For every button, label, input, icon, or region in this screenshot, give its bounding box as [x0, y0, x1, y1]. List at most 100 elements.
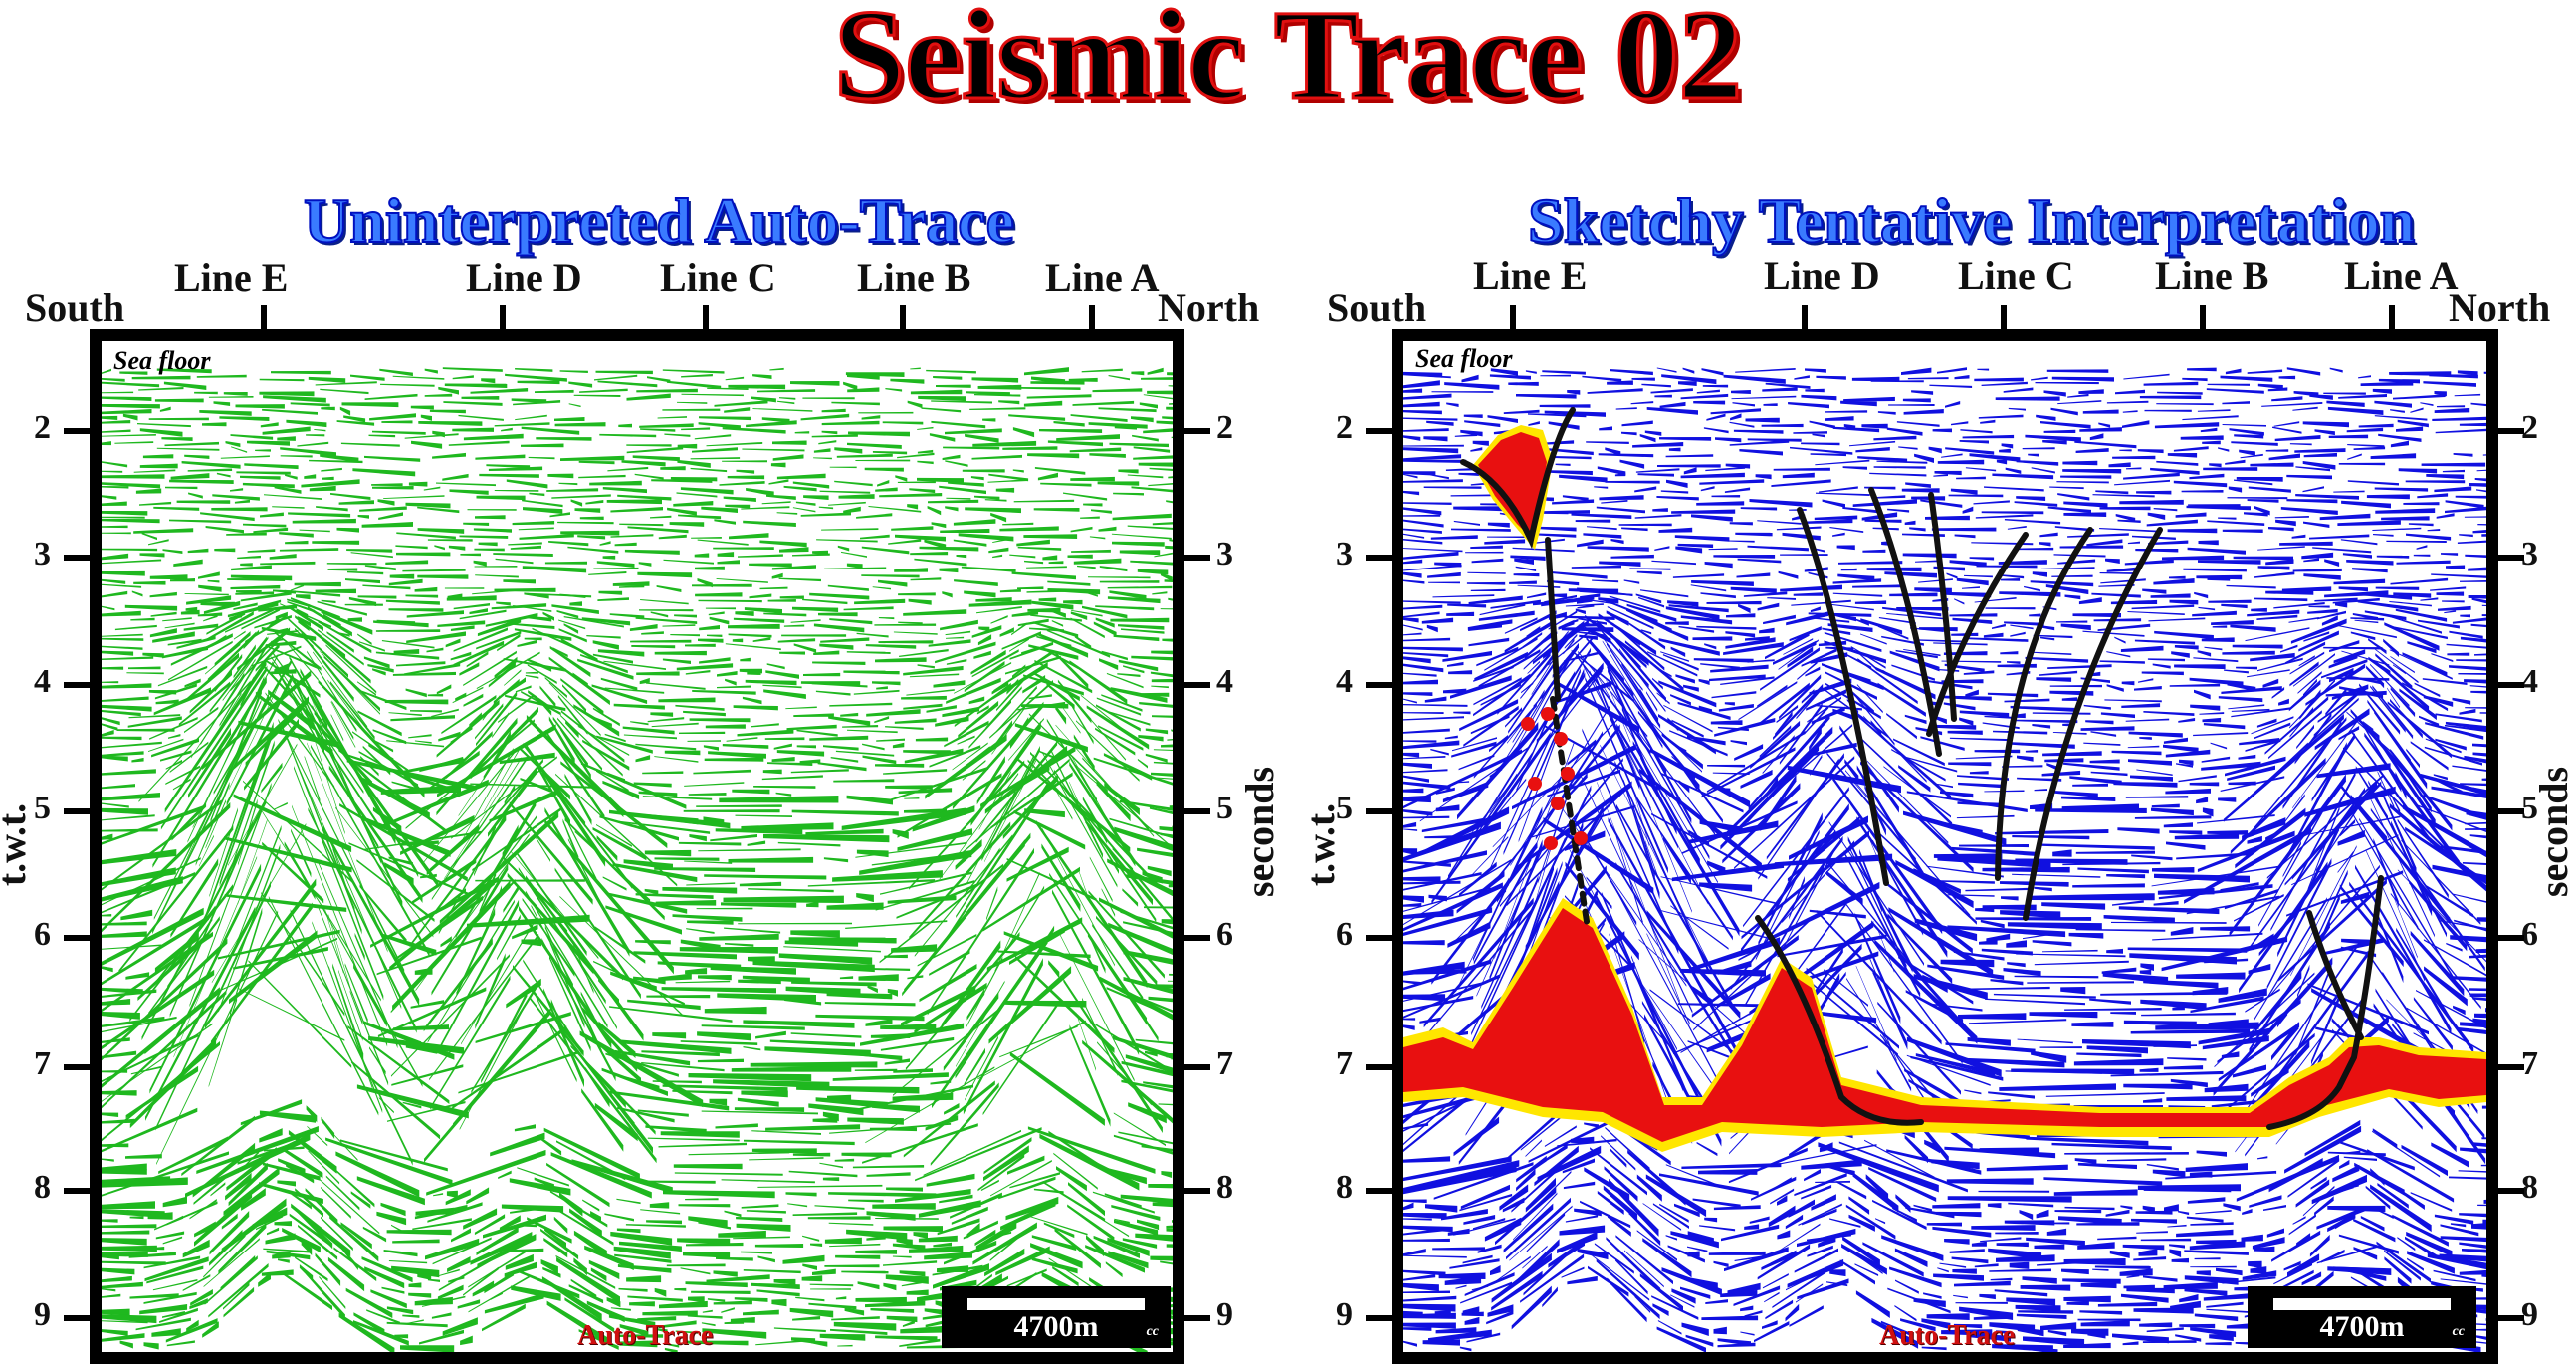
auto-trace-label-left: Auto-Trace — [577, 1320, 714, 1351]
seconds-axis-label-right: seconds — [2531, 766, 2576, 898]
line-tick-mark — [2389, 305, 2395, 329]
time-tick-mark — [1184, 555, 1210, 561]
main-title: Seismic Trace 02 — [832, 0, 1743, 127]
time-tick-label: 9 — [1216, 1296, 1233, 1333]
line-c-label-left: Line C — [660, 255, 776, 300]
seismic-section-uninterpreted: Sea floor 4700m cc Auto-Trace — [90, 329, 1184, 1364]
line-tick-mark — [1802, 305, 1808, 329]
time-tick-label: 5 — [1216, 790, 1233, 826]
time-tick-mark — [2498, 808, 2524, 814]
time-tick-label: 6 — [1336, 916, 1353, 953]
time-tick-label: 9 — [34, 1296, 51, 1333]
time-tick-label: 3 — [1336, 536, 1353, 572]
time-tick-label: 8 — [34, 1169, 51, 1206]
interpretation-overlay — [1403, 407, 2486, 1152]
time-tick-label: 8 — [1216, 1169, 1233, 1206]
time-tick-label: 4 — [2521, 663, 2538, 700]
time-tick-label: 4 — [1336, 663, 1353, 700]
line-b-label-right: Line B — [2155, 253, 2269, 298]
time-tick-mark — [64, 1064, 90, 1070]
line-tick-mark — [900, 305, 906, 329]
time-tick-label: 5 — [2521, 790, 2538, 826]
time-tick-mark — [64, 682, 90, 688]
seismic-section-interpreted: Sea floor 4700m cc Auto-Trace — [1392, 329, 2498, 1364]
reflector-canvas-right — [1403, 367, 2486, 1352]
time-tick-label: 9 — [2521, 1296, 2538, 1333]
time-tick-mark — [1184, 1188, 1210, 1194]
scale-bar-left: 4700m cc — [942, 1286, 1171, 1348]
line-d-label-right: Line D — [1764, 253, 1880, 298]
time-tick-label: 9 — [1336, 1296, 1353, 1333]
time-tick-mark — [2498, 682, 2524, 688]
time-tick-label: 7 — [1216, 1045, 1233, 1082]
north-label-right: North — [2449, 285, 2551, 330]
time-tick-mark — [2498, 555, 2524, 561]
time-tick-mark — [1366, 1064, 1392, 1070]
scale-bar-text: 4700m — [1013, 1310, 1099, 1343]
line-tick-mark — [2001, 305, 2007, 329]
time-tick-label: 8 — [1336, 1169, 1353, 1206]
time-tick-mark — [1366, 1315, 1392, 1321]
scale-bar-text: 4700m — [2319, 1310, 2405, 1343]
line-tick-mark — [2200, 305, 2206, 329]
line-b-label-left: Line B — [857, 255, 971, 300]
time-tick-mark — [1366, 682, 1392, 688]
line-a-label-left: Line A — [1045, 255, 1160, 300]
time-tick-mark — [64, 555, 90, 561]
scale-bar-right: 4700m cc — [2248, 1286, 2476, 1348]
line-e-label-left: Line E — [174, 255, 289, 300]
line-d-label-left: Line D — [466, 255, 582, 300]
line-c-label-right: Line C — [1958, 253, 2074, 298]
line-tick-mark — [261, 305, 267, 329]
line-tick-mark — [1089, 305, 1095, 329]
time-tick-label: 3 — [2521, 536, 2538, 572]
time-tick-label: 6 — [1216, 916, 1233, 953]
time-tick-label: 5 — [34, 790, 51, 826]
line-e-label-right: Line E — [1473, 253, 1588, 298]
panel-title-right: Sketchy Tentative Interpretation — [1527, 184, 2416, 257]
cc-mark: cc — [2452, 1324, 2465, 1339]
time-tick-label: 3 — [34, 536, 51, 572]
time-tick-mark — [2498, 1315, 2524, 1321]
time-tick-label: 2 — [34, 409, 51, 446]
time-tick-mark — [1184, 808, 1210, 814]
time-tick-mark — [1366, 935, 1392, 941]
panel-title-left: Uninterpreted Auto-Trace — [303, 184, 1015, 257]
time-tick-label: 6 — [2521, 916, 2538, 953]
time-tick-label: 4 — [34, 663, 51, 700]
time-tick-mark — [2498, 1188, 2524, 1194]
time-tick-mark — [64, 808, 90, 814]
cc-mark: cc — [1146, 1324, 1159, 1339]
time-tick-mark — [64, 1188, 90, 1194]
time-tick-mark — [64, 428, 90, 434]
time-tick-mark — [2498, 428, 2524, 434]
scale-bar-line — [2273, 1298, 2451, 1310]
line-tick-mark — [500, 305, 506, 329]
time-tick-mark — [1184, 682, 1210, 688]
time-tick-label: 2 — [2521, 409, 2538, 446]
north-label-left: North — [1158, 285, 1260, 330]
time-tick-mark — [1184, 1315, 1210, 1321]
time-tick-mark — [1184, 935, 1210, 941]
time-tick-label: 2 — [1216, 409, 1233, 446]
line-tick-mark — [1510, 305, 1516, 329]
reflector-canvas-left — [102, 367, 1173, 1352]
sea-floor-label-left: Sea floor — [113, 346, 211, 375]
time-tick-mark — [64, 1315, 90, 1321]
time-tick-mark — [1184, 428, 1210, 434]
time-tick-mark — [1366, 555, 1392, 561]
time-tick-mark — [1366, 428, 1392, 434]
auto-trace-label-right: Auto-Trace — [1879, 1320, 2016, 1351]
time-tick-mark — [1366, 808, 1392, 814]
time-tick-mark — [1184, 1064, 1210, 1070]
time-tick-label: 4 — [1216, 663, 1233, 700]
time-tick-mark — [2498, 1064, 2524, 1070]
time-tick-label: 8 — [2521, 1169, 2538, 1206]
time-tick-label: 5 — [1336, 790, 1353, 826]
time-tick-label: 7 — [2521, 1045, 2538, 1082]
line-tick-mark — [703, 305, 709, 329]
time-tick-mark — [1366, 1188, 1392, 1194]
sea-floor-label-right: Sea floor — [1415, 344, 1513, 373]
seconds-axis-label-left: seconds — [1237, 766, 1283, 898]
south-label-right: South — [1327, 285, 1427, 330]
